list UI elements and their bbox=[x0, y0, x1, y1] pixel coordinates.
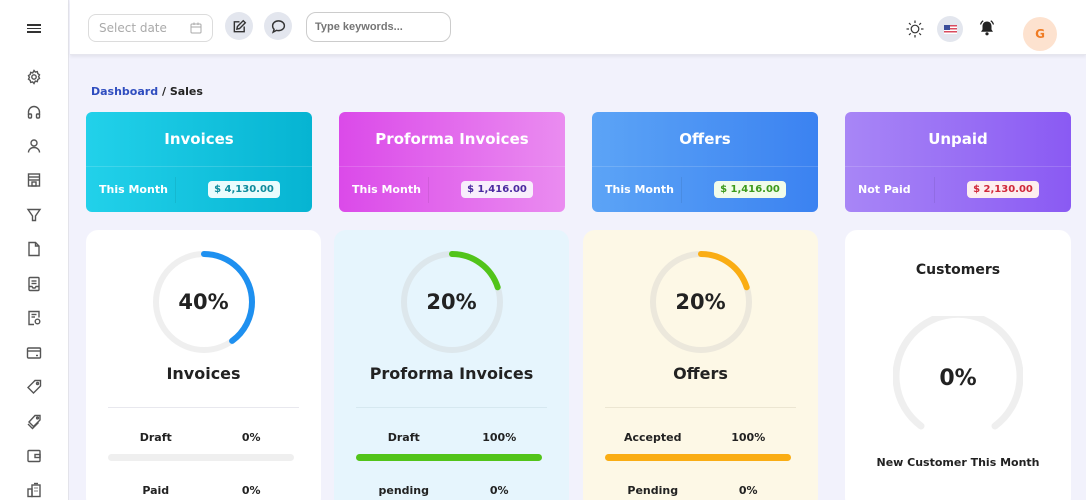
status-row-draft: Draft 100% bbox=[356, 431, 547, 444]
topbar: Select date G bbox=[70, 0, 1086, 55]
status-label: Pending bbox=[627, 484, 679, 497]
customer-subtitle: New Customer This Month bbox=[876, 456, 1040, 469]
progress-ring-proforma bbox=[401, 251, 503, 353]
stat-card-title: Offers bbox=[592, 112, 818, 167]
stat-card-label: This Month bbox=[86, 176, 176, 203]
tag-icon[interactable] bbox=[26, 379, 42, 395]
inbox-doc-icon[interactable] bbox=[26, 276, 42, 292]
file-icon[interactable] bbox=[26, 241, 42, 257]
edit-note-button[interactable] bbox=[225, 12, 253, 40]
breadcrumb-separator: / bbox=[161, 85, 166, 98]
us-flag-icon bbox=[943, 24, 957, 34]
date-placeholder: Select date bbox=[99, 21, 167, 35]
tags-icon[interactable] bbox=[26, 414, 42, 430]
progress-bar-draft bbox=[108, 454, 294, 461]
stat-card-offers[interactable]: Offers This Month $ 1,416.00 bbox=[592, 112, 818, 212]
customer-gauge bbox=[893, 316, 1023, 430]
building-icon[interactable] bbox=[26, 482, 42, 498]
status-label: pending bbox=[378, 484, 429, 497]
breadcrumb-current: Sales bbox=[169, 85, 203, 98]
edit-icon bbox=[233, 19, 246, 32]
stat-card-proforma-invoices[interactable]: Proforma Invoices This Month $ 1,416.00 bbox=[339, 112, 565, 212]
headphones-icon[interactable] bbox=[26, 104, 42, 120]
panel-title: Proforma Invoices bbox=[369, 364, 534, 383]
user-avatar[interactable]: G bbox=[1023, 17, 1057, 51]
status-value: 0% bbox=[738, 484, 758, 497]
status-value: 100% bbox=[731, 431, 766, 444]
panel-customers: Customers 0% New Customer This Month bbox=[845, 230, 1071, 500]
progress-ring-offers bbox=[650, 251, 752, 353]
status-row-pending: pending 0% bbox=[356, 484, 547, 497]
status-row-accepted: Accepted 100% bbox=[605, 431, 796, 444]
theme-toggle-sun-icon[interactable] bbox=[906, 20, 924, 38]
stat-card-title: Unpaid bbox=[845, 112, 1071, 167]
status-label: Paid bbox=[142, 484, 170, 497]
stat-card-unpaid[interactable]: Unpaid Not Paid $ 2,130.00 bbox=[845, 112, 1071, 212]
stat-card-label: This Month bbox=[339, 176, 429, 203]
avatar-initial: G bbox=[1035, 27, 1045, 41]
store-icon[interactable] bbox=[26, 172, 42, 188]
panel-title: Customers bbox=[915, 262, 1001, 278]
stat-card-invoices[interactable]: Invoices This Month $ 4,130.00 bbox=[86, 112, 312, 212]
panel-title: Offers bbox=[673, 364, 728, 383]
progress-value: 20% bbox=[675, 290, 726, 314]
search-input[interactable] bbox=[306, 12, 451, 42]
progress-value: 20% bbox=[426, 290, 477, 314]
panel-proforma-invoices: 20% Proforma Invoices Draft 100% pending… bbox=[334, 230, 569, 500]
date-picker-input[interactable]: Select date bbox=[88, 14, 213, 42]
doc-search-icon[interactable] bbox=[26, 310, 42, 326]
funnel-icon[interactable] bbox=[26, 207, 42, 223]
progress-value: 40% bbox=[178, 290, 229, 314]
panel-offers: 20% Offers Accepted 100% Pending 0% bbox=[583, 230, 818, 500]
status-row-draft: Draft 0% bbox=[108, 431, 299, 444]
breadcrumb-dashboard-link[interactable]: Dashboard bbox=[91, 85, 159, 98]
notification-bell-icon[interactable] bbox=[978, 19, 996, 37]
divider bbox=[108, 407, 299, 408]
stat-card-title: Proforma Invoices bbox=[339, 112, 565, 167]
language-selector-button[interactable] bbox=[937, 16, 963, 42]
sidebar bbox=[0, 0, 69, 500]
settings-icon[interactable] bbox=[26, 69, 42, 85]
chat-bubble-icon bbox=[271, 19, 285, 34]
status-value: 0% bbox=[241, 484, 261, 497]
customer-gauge-value: 0% bbox=[939, 366, 977, 391]
panel-title: Invoices bbox=[166, 364, 241, 383]
chat-button[interactable] bbox=[264, 12, 292, 40]
calendar-icon bbox=[190, 22, 202, 34]
status-value: 100% bbox=[482, 431, 517, 444]
stat-card-amount: $ 4,130.00 bbox=[208, 181, 280, 198]
panel-invoices: 40% Invoices Draft 0% Paid 0% bbox=[86, 230, 321, 500]
stat-card-label: Not Paid bbox=[845, 176, 935, 203]
wallet-icon[interactable] bbox=[26, 448, 42, 464]
status-value: 0% bbox=[241, 431, 261, 444]
progress-bar-accepted bbox=[605, 454, 791, 461]
user-icon[interactable] bbox=[26, 138, 42, 154]
stat-card-amount: $ 1,416.00 bbox=[714, 181, 786, 198]
status-row-paid: Paid 0% bbox=[108, 484, 299, 497]
status-label: Draft bbox=[387, 431, 420, 444]
progress-ring-invoices bbox=[153, 251, 255, 353]
progress-bar-draft bbox=[356, 454, 542, 461]
breadcrumb: Dashboard / Sales bbox=[91, 85, 203, 98]
status-label: Draft bbox=[139, 431, 172, 444]
status-row-pending: Pending 0% bbox=[605, 484, 796, 497]
stat-card-amount: $ 2,130.00 bbox=[967, 181, 1039, 198]
stat-card-amount: $ 1,416.00 bbox=[461, 181, 533, 198]
divider bbox=[605, 407, 796, 408]
card-icon[interactable] bbox=[26, 345, 42, 361]
status-value: 0% bbox=[489, 484, 509, 497]
hamburger-menu-icon[interactable] bbox=[27, 22, 41, 36]
stat-card-title: Invoices bbox=[86, 112, 312, 167]
status-label: Accepted bbox=[624, 431, 682, 444]
divider bbox=[356, 407, 547, 408]
stat-card-label: This Month bbox=[592, 176, 682, 203]
